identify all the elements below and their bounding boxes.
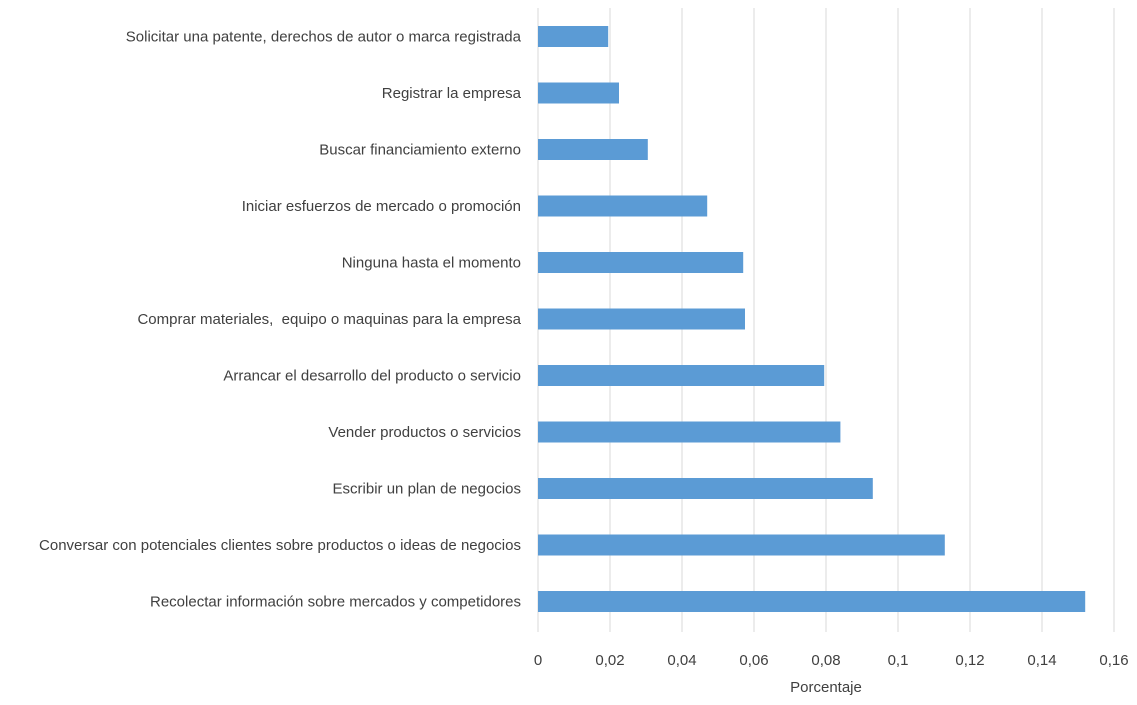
x-axis-title: Porcentaje xyxy=(790,679,862,696)
category-label: Buscar financiamiento externo xyxy=(319,142,521,159)
bar xyxy=(538,421,841,443)
category-label: Arrancar el desarrollo del producto o se… xyxy=(223,368,521,385)
bar xyxy=(538,195,708,217)
category-label: Escribir un plan de negocios xyxy=(333,481,521,498)
category-label: Iniciar esfuerzos de mercado o promoción xyxy=(242,198,521,215)
category-label: Vender productos o servicios xyxy=(328,424,521,441)
bar xyxy=(538,139,648,160)
x-tick-label: 0,14 xyxy=(1027,652,1056,669)
category-label: Ninguna hasta el momento xyxy=(342,255,521,272)
x-tick-label: 0,08 xyxy=(811,652,840,669)
category-label: Conversar con potenciales clientes sobre… xyxy=(39,537,521,554)
category-labels: Solicitar una patente, derechos de autor… xyxy=(39,29,522,611)
category-label: Recolectar información sobre mercados y … xyxy=(150,594,521,611)
x-tick-labels: 0 0,02 0,04 0,06 0,08 0,1 0,12 0,14 0,16 xyxy=(534,652,1129,669)
bar xyxy=(538,478,873,499)
bar xyxy=(538,26,609,47)
x-tick-label: 0,12 xyxy=(955,652,984,669)
x-tick-label: 0 xyxy=(534,652,542,669)
gridlines xyxy=(537,8,1115,632)
bar xyxy=(538,365,825,386)
x-tick-label: 0,04 xyxy=(667,652,696,669)
category-label: Solicitar una patente, derechos de autor… xyxy=(126,29,522,46)
bar xyxy=(538,534,945,556)
x-tick-label: 0,16 xyxy=(1099,652,1128,669)
x-tick-label: 0,1 xyxy=(888,652,909,669)
category-label: Registrar la empresa xyxy=(382,85,522,102)
category-label: Comprar materiales, equipo o maquinas pa… xyxy=(137,311,521,328)
bars xyxy=(538,26,1086,612)
x-tick-label: 0,02 xyxy=(595,652,624,669)
bar xyxy=(538,252,744,273)
bar xyxy=(538,308,745,330)
x-tick-label: 0,06 xyxy=(739,652,768,669)
bar xyxy=(538,82,619,104)
bar xyxy=(538,591,1086,612)
